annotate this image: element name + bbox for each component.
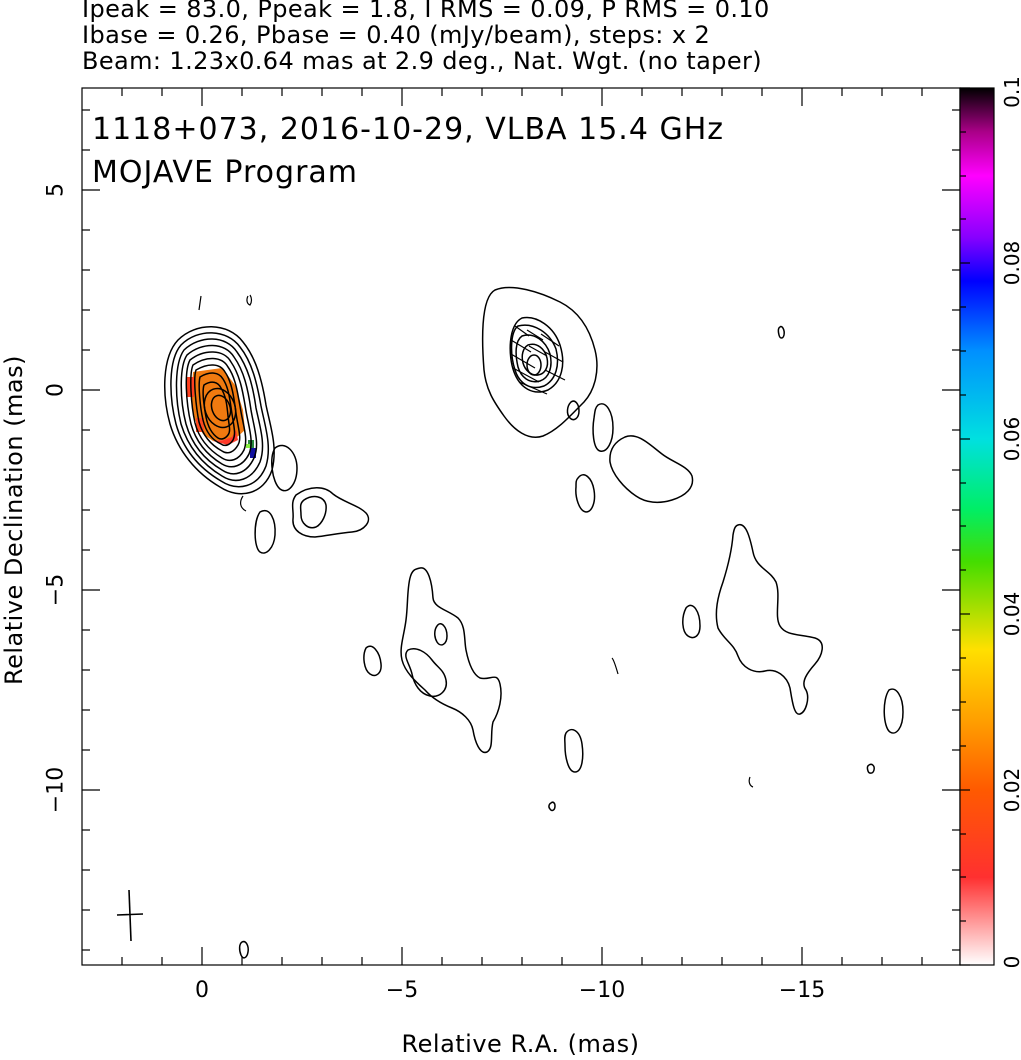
colorbar-tick-label: 0.08 — [1000, 240, 1021, 286]
outer-jet-contours — [238, 523, 904, 959]
y-tick-label: −5 — [43, 573, 69, 607]
plot-title-source: 1118+073, 2016-10-29, VLBA 15.4 GHz — [92, 112, 724, 147]
colorbar — [959, 87, 995, 966]
axis-ticks — [82, 88, 960, 965]
jet-contours — [254, 444, 619, 812]
x-tick-label: −5 — [385, 978, 419, 1003]
map-header: Ipeak = 83.0, Ppeak = 1.8, I RMS = 0.09,… — [82, 0, 1012, 74]
header-line-beam: Beam: 1.23x0.64 mas at 2.9 deg., Nat. Wg… — [82, 47, 763, 75]
x-tick-label: 0 — [195, 978, 209, 1003]
plot-frame — [81, 87, 961, 966]
x-tick-label: −10 — [578, 978, 626, 1003]
y-tick-label: 0 — [43, 383, 69, 397]
plot-title-program: MOJAVE Program — [92, 155, 359, 190]
colorbar-tick-label: 0.06 — [1000, 416, 1021, 462]
header-line-intensity: Ipeak = 83.0, Ppeak = 1.8, I RMS = 0.09,… — [82, 0, 770, 23]
y-tick-label: 5 — [43, 183, 69, 197]
colorbar-tick-label: 0.1 — [1000, 76, 1021, 108]
core-contours — [164, 294, 275, 512]
header-line-base: Ibase = 0.26, Pbase = 0.40 (mJy/beam), s… — [82, 21, 711, 49]
colorbar-tick-label: 0 — [1000, 956, 1021, 969]
x-axis-label: Relative R.A. (mas) — [401, 1030, 640, 1058]
beam-marker — [116, 889, 144, 942]
component-contours — [481, 286, 785, 513]
y-tick-label: −10 — [43, 766, 69, 814]
colorbar-tick-label: 0.04 — [1000, 591, 1021, 637]
y-axis-label: Relative Declination (mas) — [0, 354, 28, 686]
colorbar-tick-label: 0.02 — [1000, 767, 1021, 813]
x-tick-label: −15 — [778, 978, 826, 1003]
